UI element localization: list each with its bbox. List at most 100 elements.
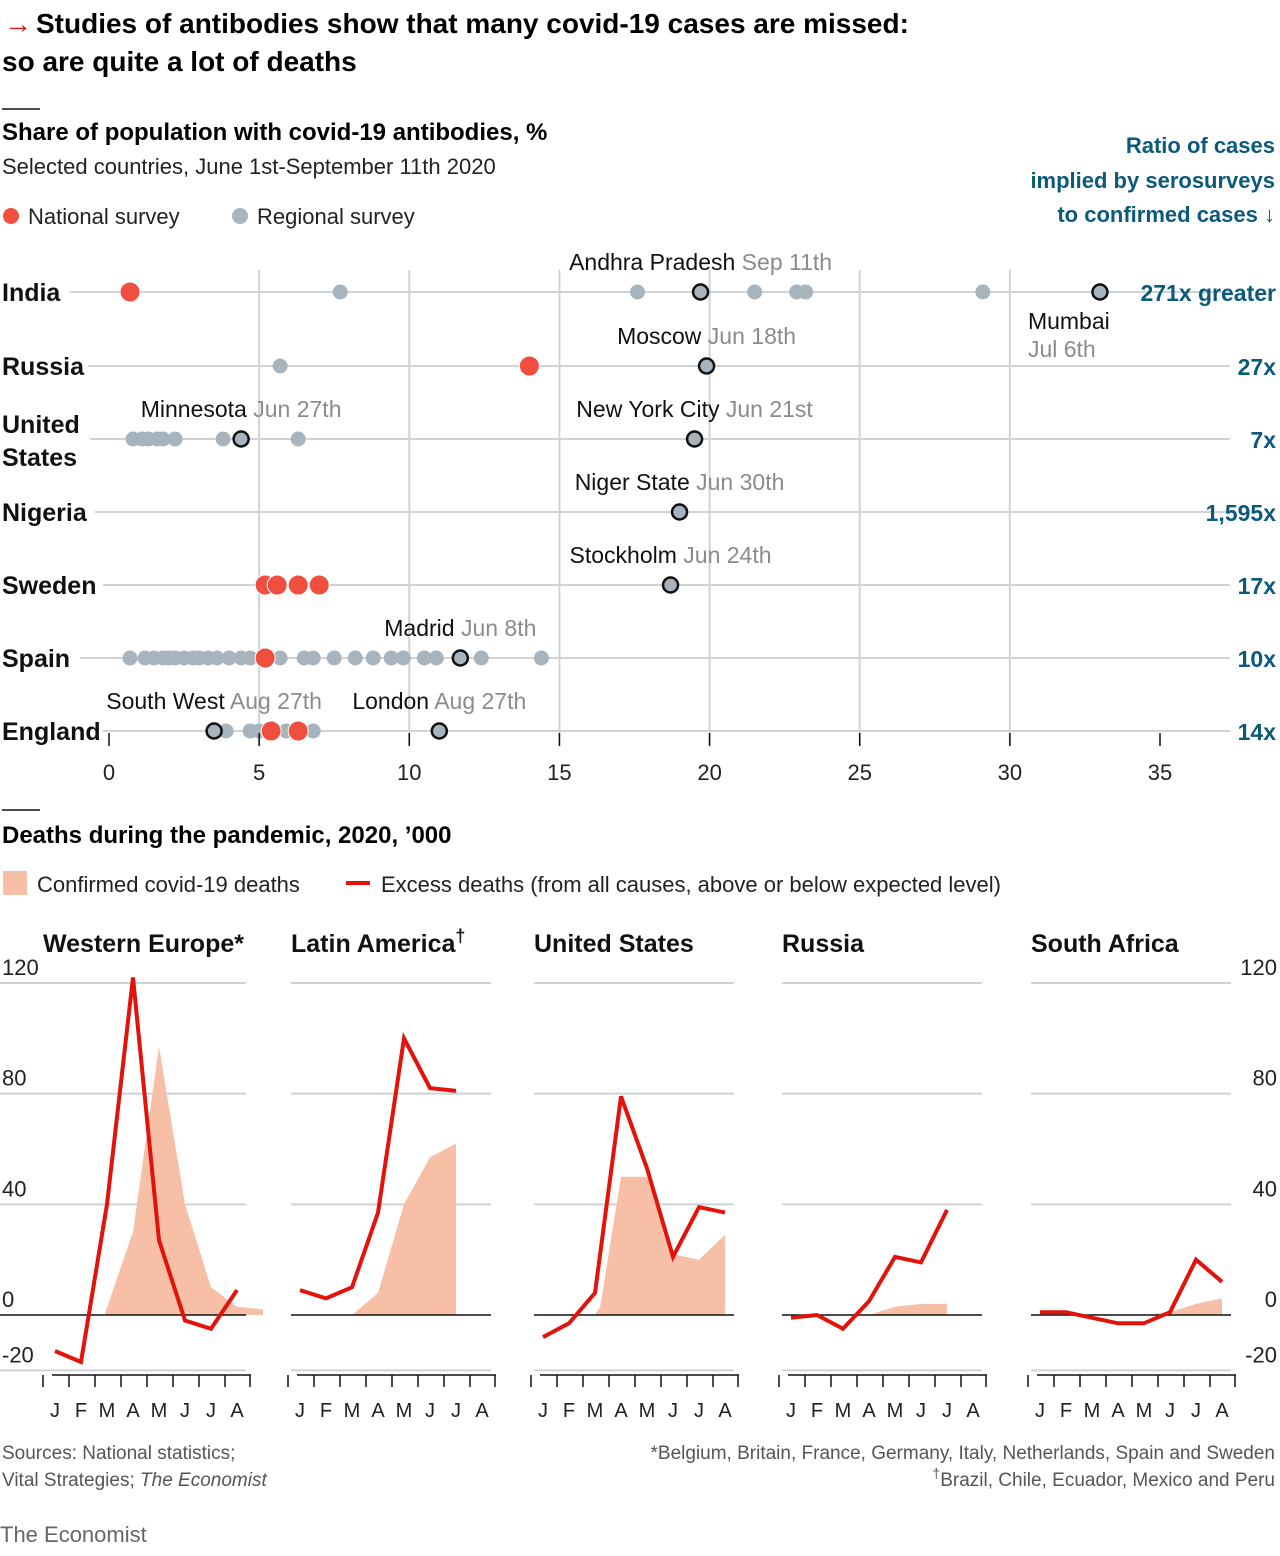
- chart-title-line1: → Studies of antibodies show that many co…: [4, 8, 909, 39]
- national-survey-point: [266, 574, 288, 596]
- month-label: J: [206, 1400, 216, 1422]
- country-label: India: [2, 279, 61, 307]
- highlight-label: Minnesota Jun 27th: [141, 396, 342, 422]
- highlighted-survey-point: [685, 430, 704, 448]
- regional-survey-point: [533, 650, 549, 666]
- ratio-label: 17x: [1238, 573, 1277, 599]
- ratio-header-line2: implied by serosurveys: [1030, 168, 1275, 193]
- month-label: J: [694, 1400, 704, 1422]
- legend-national-swatch: [3, 208, 19, 224]
- footer-sources-line1: Sources: National statistics;: [2, 1443, 235, 1464]
- x-tick-label-20: 20: [697, 760, 721, 785]
- month-label: M: [396, 1400, 413, 1422]
- scatter-row: Russia 27x Moscow Jun 18th: [2, 323, 1276, 381]
- excess-deaths-line: [790, 1209, 949, 1332]
- country-label: Russia: [2, 353, 85, 381]
- regional-survey-point: [215, 431, 231, 447]
- highlight-label: Stockholm Jun 24th: [570, 542, 772, 568]
- regional-survey-point: [798, 284, 814, 300]
- y-tick-label-right: 0: [1265, 1287, 1277, 1312]
- legend-national-label: National survey: [28, 204, 180, 229]
- excess-deaths-line: [542, 1095, 726, 1339]
- excess-deaths-line: [1040, 1256, 1224, 1326]
- highlighted-survey-point: [691, 283, 710, 301]
- national-survey-point: [308, 574, 330, 596]
- legend-confirmed-swatch: [3, 871, 27, 895]
- confirmed-deaths-area: [869, 1303, 947, 1315]
- scatter-row: United States 7x Minnesota Jun 27th New York…: [2, 396, 1276, 472]
- highlight-label: Andhra Pradesh Sep 11th: [569, 249, 832, 275]
- national-survey-point: [119, 281, 141, 303]
- month-label: J: [50, 1400, 60, 1422]
- month-label: A: [614, 1400, 628, 1422]
- month-label: A: [718, 1400, 732, 1422]
- regional-survey-point: [155, 431, 171, 447]
- footnote-latin-america: †Brazil, Chile, Ecuador, Mexico and Peru: [932, 1465, 1275, 1491]
- highlight-label: Moscow Jun 18th: [617, 323, 796, 349]
- regional-survey-point: [383, 650, 399, 666]
- excess-deaths-line: [54, 977, 239, 1365]
- x-tick-label-5: 5: [253, 760, 265, 785]
- highlighted-survey-point: [232, 430, 250, 448]
- regional-survey-point: [272, 358, 288, 374]
- y-tick-label-right: 120: [1240, 955, 1277, 980]
- panel-title: Russia: [782, 930, 865, 958]
- x-tick-label-35: 35: [1148, 760, 1172, 785]
- y-tick-label-left: 40: [2, 1176, 26, 1201]
- regional-survey-point: [365, 650, 381, 666]
- month-label: J: [942, 1400, 952, 1422]
- highlight-label: New York City Jun 21st: [576, 396, 813, 422]
- month-label: F: [563, 1400, 575, 1422]
- scatter-subtitle: Selected countries, June 1st-September 1…: [2, 154, 496, 179]
- regional-survey-point: [272, 650, 288, 666]
- month-label: J: [668, 1400, 678, 1422]
- country-label: Nigeria: [2, 499, 88, 527]
- highlighted-survey-point: [697, 357, 716, 375]
- highlighted-survey-point: [430, 722, 449, 740]
- month-label: M: [835, 1400, 852, 1422]
- country-label: United: [2, 411, 80, 439]
- panel-title: United States: [534, 930, 694, 958]
- scatter-grid: [258, 270, 1011, 745]
- national-survey-point: [518, 355, 540, 377]
- x-tick-label-0: 0: [103, 760, 115, 785]
- highlighted-survey-point: [1091, 283, 1109, 301]
- month-label: J: [1035, 1400, 1045, 1422]
- confirmed-deaths-area: [104, 1046, 264, 1315]
- month-label: M: [151, 1400, 168, 1422]
- month-label: A: [1111, 1400, 1125, 1422]
- month-label: M: [639, 1400, 656, 1422]
- month-label: J: [425, 1400, 435, 1422]
- confirmed-deaths-area: [352, 1143, 456, 1315]
- month-label: M: [1084, 1400, 1101, 1422]
- highlight-label: Madrid Jun 8th: [384, 615, 536, 641]
- regional-survey-point: [332, 284, 348, 300]
- confirmed-deaths-area: [595, 1176, 725, 1315]
- regional-survey-point: [347, 650, 363, 666]
- scatter-row: India 271x greater Andhra Pradesh Sep 11th…: [2, 249, 1276, 362]
- scatter-row: Sweden 17x Stockholm Jun 24th: [2, 542, 1276, 600]
- national-survey-point: [287, 720, 309, 742]
- ratio-label: 271x greater: [1140, 280, 1276, 306]
- chart-title-line2: so are quite a lot of deaths: [2, 46, 357, 77]
- scatter-rows: India 271x greater Andhra Pradesh Sep 11th…: [2, 249, 1276, 746]
- month-label: J: [916, 1400, 926, 1422]
- month-label: A: [862, 1400, 876, 1422]
- highlight-label: London Aug 27th: [352, 688, 526, 714]
- legend-excess-label: Excess deaths (from all causes, above or…: [381, 872, 1001, 897]
- month-label: M: [887, 1400, 904, 1422]
- month-label: F: [75, 1400, 87, 1422]
- month-label: A: [126, 1400, 140, 1422]
- regional-survey-point: [290, 431, 306, 447]
- legend-confirmed-label: Confirmed covid-19 deaths: [37, 872, 300, 897]
- regional-survey-point: [167, 431, 183, 447]
- country-label: Sweden: [2, 572, 96, 600]
- highlight-label: Mumbai: [1028, 308, 1110, 334]
- regional-survey-point: [630, 284, 646, 300]
